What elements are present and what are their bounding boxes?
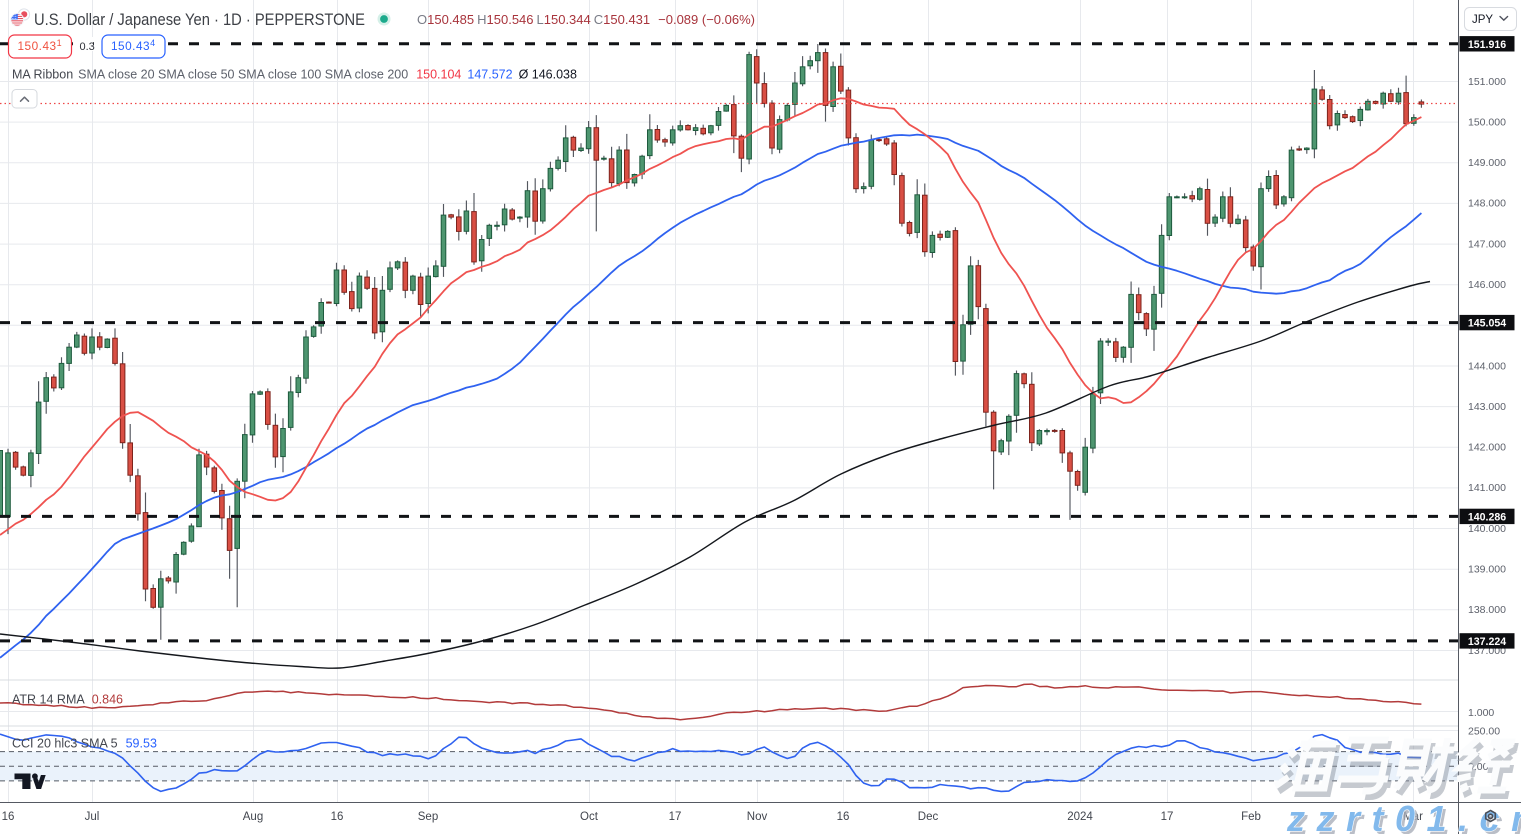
svg-text:140.000: 140.000 xyxy=(1468,523,1506,535)
svg-text:Nov: Nov xyxy=(747,811,768,823)
svg-text:17: 17 xyxy=(669,811,682,823)
svg-text:146.000: 146.000 xyxy=(1468,279,1506,291)
svg-text:Dec: Dec xyxy=(918,811,939,823)
svg-text:17: 17 xyxy=(1161,811,1174,823)
svg-text:1.000: 1.000 xyxy=(1468,707,1494,719)
svg-text:151.916: 151.916 xyxy=(1468,39,1506,51)
svg-text:138.000: 138.000 xyxy=(1468,604,1506,616)
svg-text:Oct: Oct xyxy=(580,811,599,823)
svg-text:151.000: 151.000 xyxy=(1468,76,1506,88)
svg-text:144.000: 144.000 xyxy=(1468,360,1506,372)
svg-text:Mar: Mar xyxy=(1403,811,1423,823)
svg-text:JPY: JPY xyxy=(1472,14,1493,26)
svg-text:zzrt01.cn: zzrt01.cn xyxy=(1289,801,1521,834)
svg-text:Jul: Jul xyxy=(85,811,100,823)
svg-text:U.S. Dollar / Japanese Yen · 1: U.S. Dollar / Japanese Yen · 1D · PEPPER… xyxy=(34,10,365,29)
svg-text:142.000: 142.000 xyxy=(1468,442,1506,454)
svg-text:16: 16 xyxy=(331,811,344,823)
svg-text:150.431: 150.431 xyxy=(18,38,63,53)
svg-text:Aug: Aug xyxy=(243,811,263,823)
svg-text:139.000: 139.000 xyxy=(1468,564,1506,576)
svg-text:149.000: 149.000 xyxy=(1468,157,1506,169)
svg-text:137.224: 137.224 xyxy=(1468,636,1506,648)
svg-text:140.286: 140.286 xyxy=(1468,511,1506,523)
svg-text:zzrt01.cn: zzrt01.cn xyxy=(1286,798,1521,834)
svg-text:0.3: 0.3 xyxy=(80,41,95,53)
svg-text:147.000: 147.000 xyxy=(1468,238,1506,250)
svg-text:148.000: 148.000 xyxy=(1468,198,1506,210)
svg-text:16: 16 xyxy=(2,811,15,823)
svg-text:145.054: 145.054 xyxy=(1468,318,1506,330)
svg-text:16: 16 xyxy=(837,811,850,823)
svg-text:150.000: 150.000 xyxy=(1468,116,1506,128)
svg-text:141.000: 141.000 xyxy=(1468,482,1506,494)
svg-text:150.434: 150.434 xyxy=(111,38,156,53)
svg-text:Sep: Sep xyxy=(418,811,438,823)
svg-text:250.00: 250.00 xyxy=(1468,725,1500,737)
svg-text:143.000: 143.000 xyxy=(1468,401,1506,413)
svg-text:CCI 20 hlc3 SMA 559.53: CCI 20 hlc3 SMA 5 59.53 xyxy=(12,737,157,751)
svg-text:Feb: Feb xyxy=(1241,811,1261,823)
svg-text:2024: 2024 xyxy=(1067,811,1093,823)
